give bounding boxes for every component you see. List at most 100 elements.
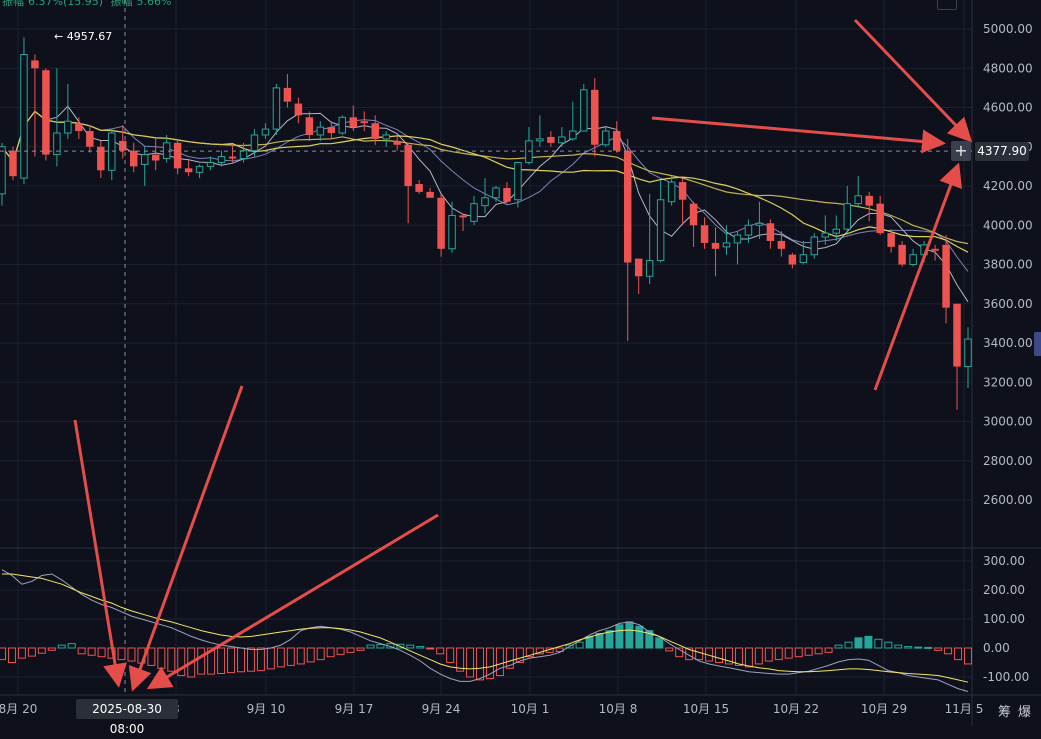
candle: [371, 115, 379, 145]
liquidation-button[interactable]: 爆: [1018, 705, 1032, 720]
macd-bar: [854, 637, 863, 649]
candle: [766, 219, 775, 249]
candle-body: [788, 254, 797, 265]
candle: [382, 131, 390, 147]
macd-bar: [426, 647, 435, 650]
settings-square-icon[interactable]: [937, 0, 957, 10]
candle-body: [261, 128, 270, 136]
candle-body: [931, 248, 939, 251]
macd-bar: [376, 644, 385, 649]
candle-body: [459, 215, 467, 218]
x-tick-label: 9月 10: [247, 702, 286, 716]
candle-body: [645, 260, 654, 277]
candle-body: [305, 117, 314, 135]
x-tick-label: 10月 15: [683, 702, 729, 716]
macd-bar: [884, 641, 893, 649]
plus-icon[interactable]: +: [951, 141, 971, 161]
candle-body: [942, 244, 950, 308]
candle: [0, 142, 6, 206]
candle: [799, 240, 808, 265]
candle-body: [854, 195, 862, 205]
candle: [569, 101, 577, 141]
macd-bar: [675, 647, 684, 658]
candle: [931, 244, 939, 261]
y-tick-label: 4600.00: [983, 101, 1033, 115]
candle: [316, 121, 325, 141]
candle-body: [316, 126, 325, 136]
candle: [887, 229, 895, 253]
macd-y-tick-label: -100.00: [983, 670, 1029, 684]
candle-body: [415, 184, 423, 192]
candle: [580, 83, 588, 132]
candle: [711, 227, 720, 277]
macd-bar: [7, 647, 16, 663]
candle: [349, 105, 358, 132]
change-value: 6.37%(15.95): [28, 0, 104, 8]
macd-bar: [436, 647, 445, 655]
candle-body: [42, 70, 50, 155]
macd-bar: [416, 646, 425, 649]
x-tick-label: 9月 17: [335, 702, 374, 716]
candle-body: [371, 123, 379, 139]
candle: [272, 83, 281, 135]
candle: [415, 180, 423, 194]
candle: [459, 213, 467, 232]
macd-bar: [605, 630, 614, 649]
candle-body: [525, 140, 533, 163]
macd-bar: [237, 647, 245, 673]
candle: [547, 131, 555, 147]
side-panel-tab[interactable]: [1034, 332, 1041, 356]
candle: [129, 142, 138, 173]
candle: [634, 258, 643, 294]
candle: [514, 161, 522, 208]
macd-bar: [406, 644, 415, 649]
candle: [228, 144, 237, 163]
candle: [678, 178, 687, 226]
y-tick-label: 3400.00: [983, 336, 1033, 350]
macd-bar: [227, 647, 236, 674]
macd-bar: [754, 647, 763, 665]
macd-bar: [625, 621, 634, 649]
macd-y-tick-label: 300.00: [983, 554, 1025, 568]
candle-body: [184, 168, 193, 173]
candle-body: [722, 242, 731, 248]
candle: [448, 201, 456, 253]
annotation-arrow: [146, 513, 439, 690]
crosshair-date-tag: 2025-08-30 08:00: [76, 699, 178, 736]
y-tick-label: 3600.00: [983, 297, 1033, 311]
macd-bar: [67, 643, 76, 649]
candle-body: [140, 154, 149, 165]
candle-body: [64, 120, 72, 134]
macd-bar: [794, 647, 803, 658]
candle: [108, 129, 116, 181]
macd-fast-line: [1, 569, 969, 692]
candle: [437, 193, 445, 257]
candle-body: [876, 203, 884, 234]
candle: [700, 217, 709, 249]
macd-bar: [286, 647, 295, 666]
candle-body: [294, 103, 303, 116]
candle: [909, 248, 917, 267]
high-price-marker: ← 4957.67: [54, 30, 113, 43]
macd-bar: [814, 647, 823, 655]
macd-bar: [954, 647, 963, 661]
candle: [623, 138, 632, 342]
candle-body: [360, 121, 368, 124]
macd-bar: [585, 635, 594, 649]
candle-body: [272, 87, 281, 130]
macd-bar: [177, 647, 186, 677]
candle: [876, 195, 884, 236]
macd-bar: [635, 625, 644, 649]
candle: [75, 117, 83, 139]
chip-distribution-button[interactable]: 筹: [998, 705, 1012, 720]
candle-body: [711, 242, 720, 249]
macd-bar: [864, 635, 873, 649]
candle-body: [393, 140, 401, 145]
macd-y-tick-label: 100.00: [983, 612, 1025, 626]
candle-body: [821, 232, 830, 238]
candle: [865, 191, 873, 222]
candle: [119, 125, 127, 159]
candle: [854, 176, 862, 208]
